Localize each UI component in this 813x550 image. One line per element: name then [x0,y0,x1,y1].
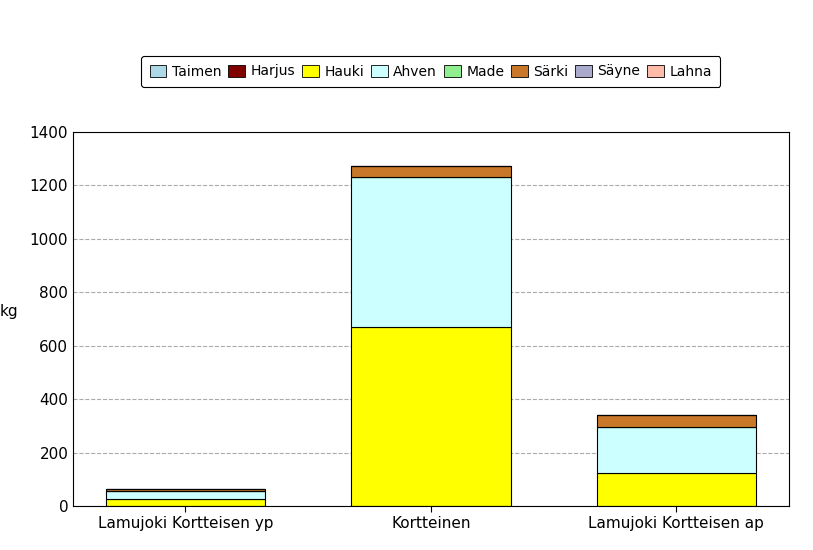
Bar [351,178,511,327]
Bar [597,427,756,472]
Legend: Taimen, Harjus, Hauki, Ahven, Made, Särki, Säyne, Lahna: Taimen, Harjus, Hauki, Ahven, Made, Särk… [141,56,720,87]
Bar [597,472,756,506]
Bar [106,491,265,499]
Bar [351,327,511,506]
Bar [351,166,511,178]
Bar [597,415,756,427]
Bar [106,499,265,506]
Y-axis label: kg: kg [0,304,18,319]
Bar [106,488,265,491]
